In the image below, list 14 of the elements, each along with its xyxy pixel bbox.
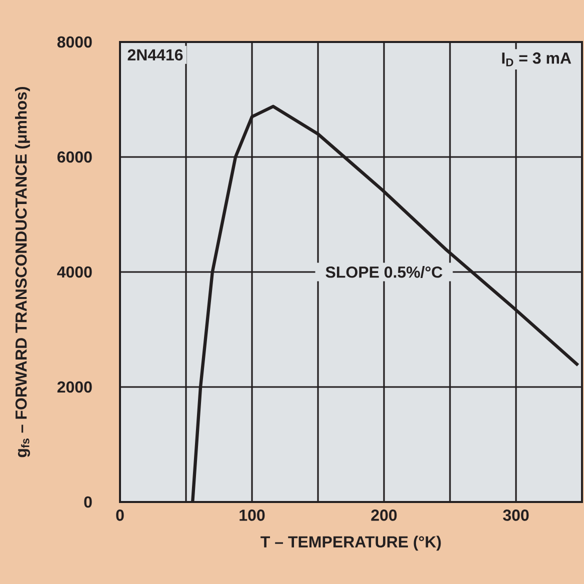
y-axis-title: g$_{fs}$ – FORWARD TRANSCONDUCTANCE (μmhos): [15, 87, 30, 458]
y-tick-label: 2000: [57, 381, 92, 393]
y-tick-label: 4000: [57, 266, 92, 278]
annotation: I$_{D}$ = 3 mA: [502, 52, 572, 66]
x-tick-label: 200: [371, 510, 397, 521]
y-tick-label: 0: [84, 496, 92, 508]
x-tick-label: 0: [116, 510, 124, 521]
annotation: SLOPE 0.5%/°C: [326, 266, 442, 278]
y-tick-label: 8000: [57, 36, 92, 48]
y-tick-label: 6000: [57, 151, 92, 163]
x-axis-title: T – TEMPERATURE (°K): [260, 536, 441, 551]
annotation: 2N4416: [128, 49, 183, 61]
x-tick-label: 100: [240, 510, 265, 521]
x-tick-label: 300: [503, 510, 529, 521]
